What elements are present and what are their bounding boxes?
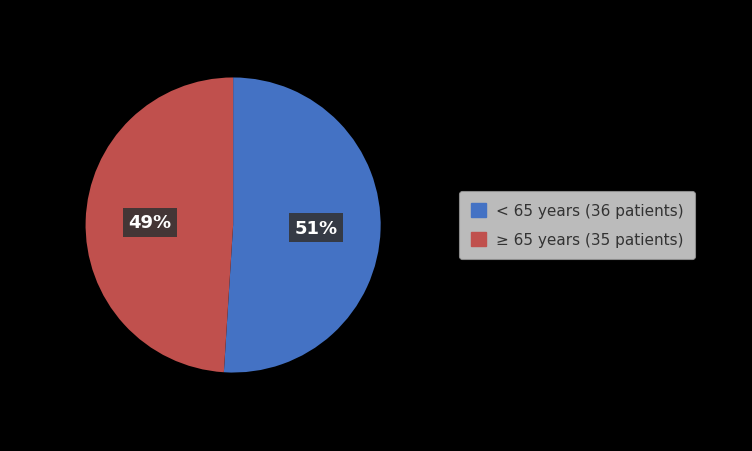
Wedge shape <box>224 78 381 373</box>
Text: 51%: 51% <box>295 219 338 237</box>
Legend: < 65 years (36 patients), ≥ 65 years (35 patients): < 65 years (36 patients), ≥ 65 years (35… <box>459 191 696 260</box>
Wedge shape <box>86 78 233 373</box>
Text: 49%: 49% <box>129 214 171 232</box>
